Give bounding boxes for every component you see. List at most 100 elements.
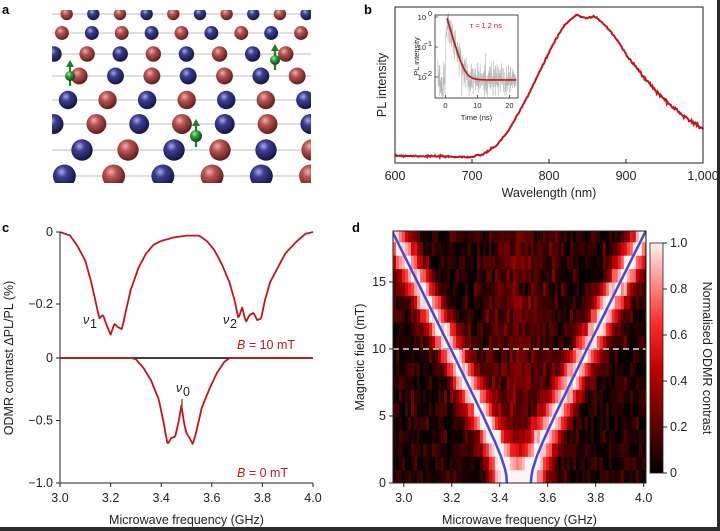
x-tick-label: 900	[616, 169, 637, 183]
heatmap-cell	[530, 241, 535, 256]
colorbar-label: Normalised ODMR contrast	[700, 282, 714, 435]
heatmap-cell	[411, 231, 415, 243]
heatmap-cell	[548, 429, 553, 444]
heatmap-cell	[458, 469, 463, 483]
heatmap-cell	[476, 429, 481, 444]
heatmap-cell	[527, 416, 532, 430]
heatmap-cell	[503, 241, 508, 256]
heatmap-cell	[476, 241, 481, 256]
heatmap-cell	[569, 362, 574, 377]
atom-red	[98, 90, 117, 110]
heatmap-cell	[617, 469, 622, 483]
heatmap-cell	[435, 281, 439, 296]
heatmap-cell	[447, 362, 451, 377]
heatmap-cell	[554, 241, 559, 256]
heatmap-cell	[563, 322, 568, 337]
heatmap-cell	[602, 469, 607, 483]
heatmap-cell	[635, 375, 640, 390]
heatmap-cell	[563, 456, 568, 471]
heatmap-cell	[620, 416, 625, 430]
resonance-fit-high	[529, 231, 646, 483]
heatmap-cell	[438, 349, 442, 363]
heatmap-cell	[399, 308, 403, 323]
heatmap-cell	[500, 281, 505, 296]
heatmap-cell	[566, 335, 571, 350]
heatmap-cell	[542, 295, 547, 310]
heatmap-cell	[578, 281, 583, 296]
atom-red	[19, 91, 37, 109]
heatmap-cell	[464, 362, 469, 377]
heatmap-cell	[602, 231, 607, 243]
heatmap-cell	[408, 389, 412, 404]
heatmap-cell	[467, 322, 472, 337]
heatmap-cell	[408, 241, 412, 256]
heatmap-cell	[408, 268, 412, 283]
heatmap-cell	[396, 322, 400, 337]
heatmap-cell	[438, 268, 442, 283]
heatmap-cell	[527, 308, 532, 323]
heatmap-cell	[554, 268, 559, 283]
heatmap-cell	[411, 349, 415, 363]
inset-x-tick-label: 10	[473, 101, 481, 110]
heatmap-cell	[408, 349, 412, 363]
heatmap-cell	[515, 241, 520, 256]
heatmap-cell	[638, 335, 643, 350]
heatmap-cell	[536, 456, 541, 471]
heatmap-cell	[456, 335, 460, 350]
heatmap-cell	[533, 429, 538, 444]
heatmap-cell	[506, 335, 511, 350]
defect-atom-green	[190, 130, 202, 142]
heatmap-cell	[509, 335, 514, 350]
heatmap-cell	[569, 402, 574, 417]
heatmap-cell	[456, 402, 460, 417]
heatmap-cell	[461, 349, 466, 363]
heatmap-cell	[423, 375, 427, 390]
heatmap-cell	[420, 295, 424, 310]
heatmap-cell	[542, 255, 547, 270]
heatmap-cell	[497, 322, 502, 337]
heatmap-cell	[461, 362, 466, 377]
peak-label-nu2-subscript: 2	[230, 317, 237, 331]
heatmap-cell	[578, 362, 583, 377]
heatmap-cell	[551, 322, 556, 337]
heatmap-cell	[530, 281, 535, 296]
heatmap-cell	[488, 255, 493, 270]
atom-red	[294, 188, 318, 212]
heatmap-cell	[482, 429, 487, 444]
heatmap-cell	[464, 335, 469, 350]
heatmap-cell	[563, 429, 568, 444]
heatmap-cell	[530, 308, 535, 323]
heatmap-cell	[581, 362, 586, 377]
heatmap-cell	[396, 469, 400, 483]
atom-blue	[311, 46, 326, 61]
heatmap-cell	[590, 241, 595, 256]
heatmap-cell	[536, 389, 541, 404]
heatmap-cell	[611, 469, 616, 483]
heatmap-cell	[399, 349, 403, 363]
heatmap-cell	[527, 241, 532, 256]
heatmap-cell	[453, 255, 457, 270]
heatmap-cell	[635, 281, 640, 296]
heatmap-cell	[453, 456, 457, 471]
heatmap-cell	[450, 308, 454, 323]
heatmap-cell	[515, 429, 520, 444]
heatmap-cell	[629, 469, 634, 483]
atom-red	[209, 139, 231, 161]
heatmap-cell	[417, 442, 421, 457]
heatmap-cell	[488, 362, 493, 377]
heatmap-cell	[414, 322, 418, 337]
heatmap-cell	[584, 442, 589, 457]
heatmap-cell	[527, 375, 532, 390]
atom-blue	[255, 139, 277, 161]
heatmap-cell	[432, 429, 436, 444]
heatmap-cell	[581, 375, 586, 390]
atom-red	[174, 26, 189, 40]
heatmap-cell	[638, 255, 643, 270]
heatmap-cell	[557, 349, 562, 363]
heatmap-cell	[423, 349, 427, 363]
heatmap-cell	[417, 349, 421, 363]
heatmap-cell	[554, 349, 559, 363]
heatmap-cell	[635, 322, 640, 337]
heatmap-cell	[524, 416, 529, 430]
heatmap-cell	[441, 241, 445, 256]
